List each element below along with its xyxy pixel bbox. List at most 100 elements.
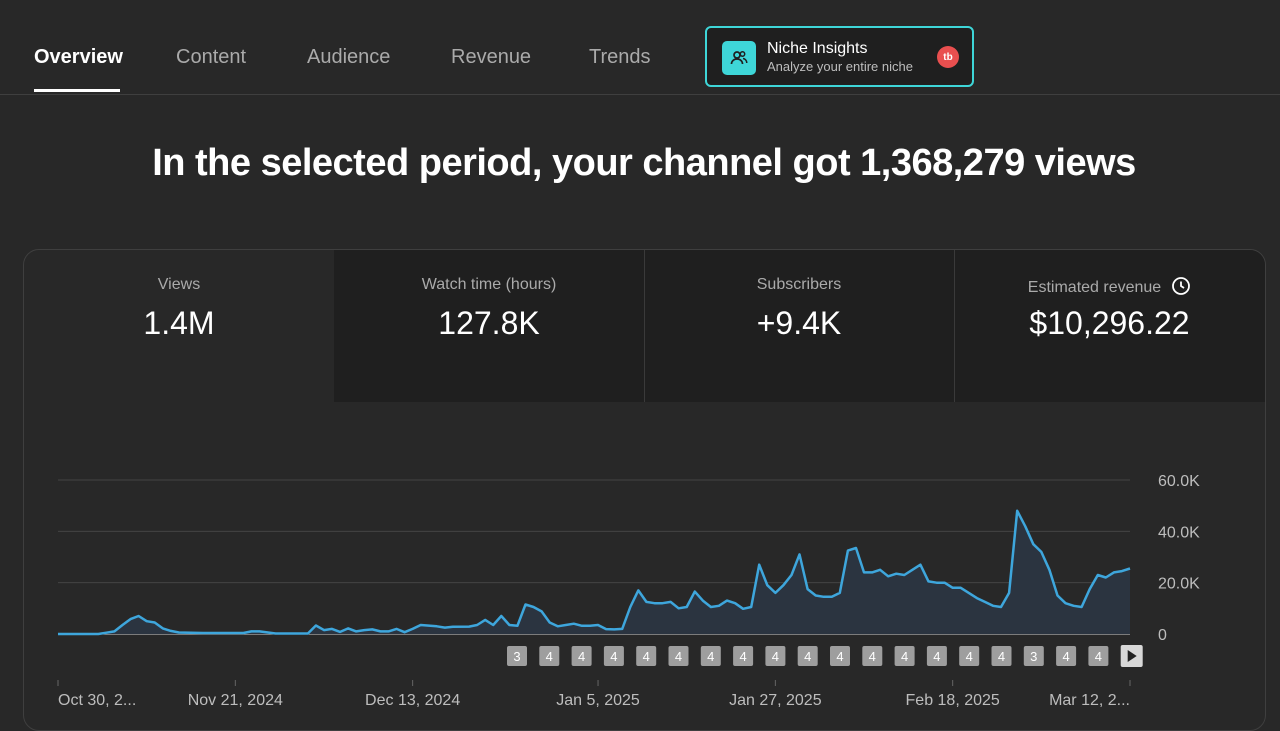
video-marker[interactable]: 4 (539, 646, 560, 666)
clock-icon (1171, 276, 1191, 301)
video-marker[interactable]: 4 (894, 646, 915, 666)
y-tick-label: 60.0K (1158, 473, 1200, 490)
tab-overview[interactable]: Overview (34, 46, 123, 68)
video-marker-box (603, 646, 624, 666)
tab-trends[interactable]: Trends (589, 46, 651, 68)
metric-subscribers[interactable]: Subscribers +9.4K (644, 250, 954, 402)
video-marker[interactable]: 4 (862, 646, 883, 666)
views-line (58, 509, 1131, 636)
metric-revenue-label: Estimated revenue (1027, 279, 1162, 296)
video-marker-count: 4 (804, 649, 811, 664)
video-marker-count: 4 (933, 649, 940, 664)
users-icon (722, 41, 756, 75)
x-tick-label: Nov 21, 2024 (188, 692, 283, 709)
metric-views[interactable]: Views 1.4M (24, 250, 334, 402)
video-marker[interactable]: 3 (507, 646, 527, 666)
video-marker[interactable]: 4 (636, 646, 657, 666)
video-marker-count: 4 (836, 649, 843, 664)
x-tick-label: Jan 5, 2025 (556, 692, 640, 709)
video-marker[interactable]: 4 (571, 646, 592, 666)
video-marker-count: 4 (675, 649, 682, 664)
metric-subscribers-value: +9.4K (756, 305, 842, 341)
video-marker-box (830, 646, 850, 666)
video-marker-box (636, 646, 657, 666)
video-marker[interactable]: 4 (603, 646, 624, 666)
video-marker-box (700, 646, 721, 666)
video-marker-box (539, 646, 560, 666)
video-marker[interactable]: 4 (1088, 646, 1109, 666)
niche-insights-subtitle: Analyze your entire niche (767, 59, 913, 74)
tab-revenue[interactable]: Revenue (451, 46, 532, 68)
video-marker[interactable]: 4 (700, 646, 721, 666)
video-marker-box (571, 646, 592, 666)
video-marker[interactable]: 4 (765, 646, 786, 666)
video-marker[interactable]: 4 (926, 646, 947, 666)
video-marker-count: 4 (707, 649, 714, 664)
video-marker-box (765, 646, 786, 666)
video-marker-box (668, 646, 689, 666)
x-tick-label: Jan 27, 2025 (729, 692, 822, 709)
next-markers-button[interactable] (1120, 645, 1143, 667)
play-icon (1127, 650, 1137, 662)
metric-revenue[interactable]: Estimated revenue $10,296.22 (954, 250, 1265, 402)
tab-bar: Overview Content Audience Revenue Trends… (0, 0, 1280, 95)
y-tick-label: 40.0K (1158, 524, 1200, 541)
video-marker-count: 4 (643, 649, 650, 664)
tab-content[interactable]: Content (176, 46, 247, 68)
video-marker[interactable]: 3 (1023, 646, 1044, 666)
video-marker-box (797, 646, 818, 666)
y-tick-label: 20.0K (1158, 576, 1200, 593)
x-tick-label: Mar 12, 2... (1049, 692, 1130, 709)
video-marker-count: 4 (772, 649, 779, 664)
video-marker[interactable]: 4 (1056, 646, 1077, 666)
video-marker[interactable]: 4 (959, 646, 980, 666)
x-tick-label: Oct 30, 2... (58, 692, 136, 709)
video-marker[interactable]: 4 (830, 646, 850, 666)
metric-revenue-label-row: Estimated revenue (954, 276, 1265, 301)
video-marker[interactable]: 4 (668, 646, 689, 666)
video-marker-box (959, 646, 980, 666)
video-marker-count: 4 (739, 649, 746, 664)
metric-watch-time-label: Watch time (hours) (421, 276, 557, 293)
tubebuddy-badge: tb (937, 46, 959, 68)
video-marker-count: 4 (578, 649, 585, 664)
metric-watch-time[interactable]: Watch time (hours) 127.8K (334, 250, 644, 402)
video-marker-box (862, 646, 883, 666)
video-marker-count: 4 (901, 649, 908, 664)
video-marker-box (1056, 646, 1077, 666)
video-marker-box (926, 646, 947, 666)
video-marker-box (894, 646, 915, 666)
video-marker-box (1023, 646, 1044, 666)
video-marker-count: 4 (869, 649, 876, 664)
video-marker-count: 4 (546, 649, 553, 664)
tab-audience[interactable]: Audience (307, 46, 391, 68)
metric-views-label: Views (157, 276, 201, 293)
niche-insights-button[interactable]: Niche Insights Analyze your entire niche… (705, 26, 974, 87)
metric-views-value: 1.4M (143, 305, 215, 341)
metric-subscribers-label: Subscribers (756, 276, 842, 293)
views-headline: In the selected period, your channel got… (152, 142, 1136, 184)
x-tick-label: Dec 13, 2024 (365, 692, 460, 709)
x-tick-label: Feb 18, 2025 (906, 692, 1000, 709)
y-tick-label: 0 (1158, 627, 1167, 644)
video-marker-count: 4 (1095, 649, 1102, 664)
views-area (58, 510, 1130, 634)
video-marker-box (1088, 646, 1109, 666)
video-marker-box (991, 646, 1012, 666)
metric-watch-time-value: 127.8K (438, 305, 540, 341)
metric-divider (644, 250, 645, 402)
video-marker[interactable]: 4 (733, 646, 754, 666)
video-marker-box (507, 646, 527, 666)
video-marker-count: 4 (966, 649, 973, 664)
video-marker[interactable]: 4 (991, 646, 1012, 666)
video-marker-count: 4 (1062, 649, 1069, 664)
metric-revenue-value: $10,296.22 (1029, 305, 1190, 341)
active-tab-indicator (34, 89, 120, 92)
video-marker-count: 4 (998, 649, 1005, 664)
video-marker-box (733, 646, 754, 666)
niche-insights-title: Niche Insights (767, 40, 868, 57)
video-marker[interactable]: 4 (797, 646, 818, 666)
metric-divider (954, 250, 955, 402)
video-marker-count: 4 (610, 649, 617, 664)
